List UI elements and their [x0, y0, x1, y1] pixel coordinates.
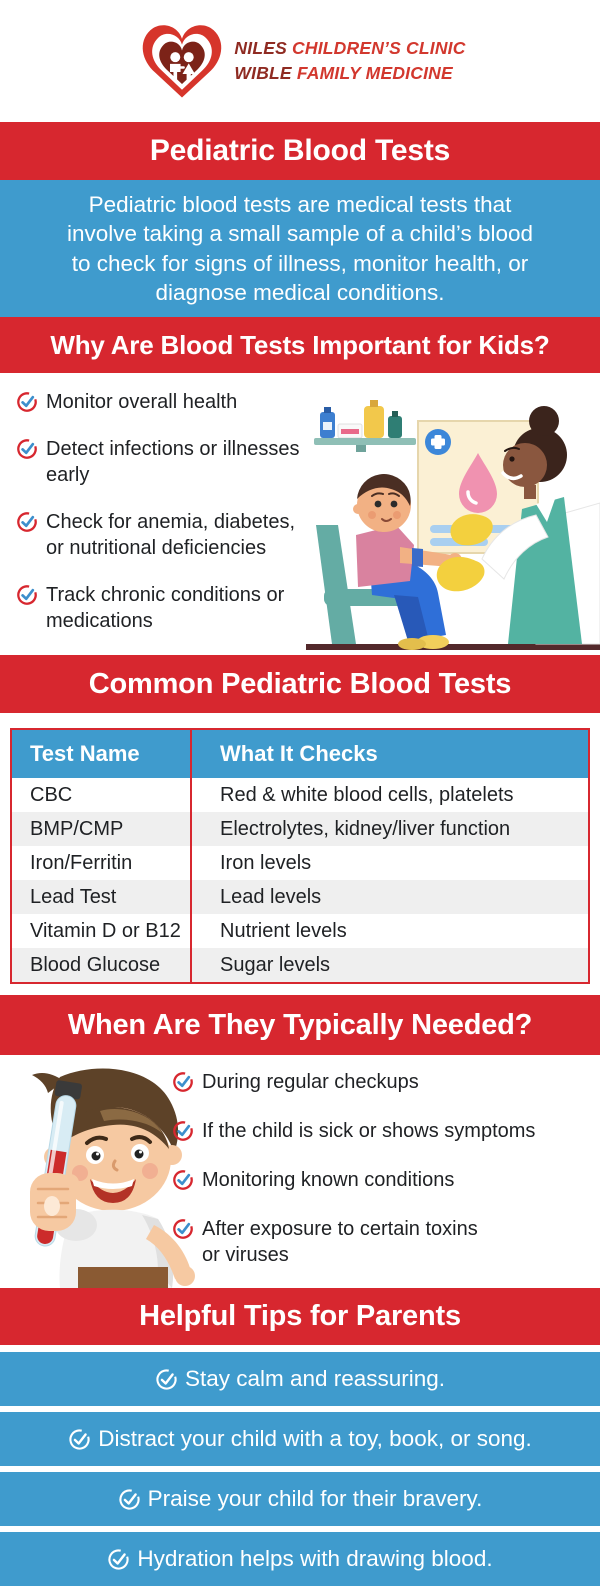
page-title: Pediatric Blood Tests — [149, 134, 451, 167]
logo-line-2: WIBLE FAMILY MEDICINE — [234, 61, 465, 86]
what-it-checks-cell: Nutrient levels — [220, 920, 347, 942]
check-circle-icon — [107, 1548, 130, 1571]
family-silhouette — [170, 52, 196, 80]
table-row: Blood Glucose Sugar levels — [12, 948, 588, 982]
check-circle-icon — [16, 438, 38, 460]
check-circle-icon — [155, 1368, 178, 1391]
tips-section-banner: Helpful Tips for Parents — [0, 1288, 600, 1345]
tests-table-section: Test Name What It Checks CBC Red & white… — [0, 713, 600, 995]
column-header-what-it-checks: What It Checks — [220, 741, 378, 766]
check-circle-icon — [16, 584, 38, 606]
check-circle-icon — [172, 1071, 194, 1093]
list-item: Detect infections or illnesses early — [16, 436, 600, 488]
list-item-label: Track chronic conditions or medications — [46, 584, 285, 632]
what-it-checks-cell: Sugar levels — [220, 954, 331, 976]
boy-fist — [30, 1173, 79, 1231]
tip-bar: Hydration helps with drawing blood. — [0, 1532, 600, 1586]
check-circle-icon — [172, 1120, 194, 1142]
list-item: Monitor overall health — [16, 389, 600, 415]
heart-family-icon — [143, 25, 222, 98]
when-section-title: When Are They Typically Needed? — [67, 1008, 533, 1041]
table-row: CBC Red & white blood cells, platelets — [12, 778, 588, 812]
what-it-checks-cell: Electrolytes, kidney/liver function — [220, 818, 511, 840]
floor-line — [306, 644, 600, 650]
boy-with-test-tube-illustration — [30, 1068, 195, 1288]
list-item: If the child is sick or shows symptoms — [172, 1118, 535, 1144]
test-name-cell: Vitamin D or B12 — [12, 914, 192, 948]
check-circle-icon — [172, 1169, 194, 1191]
list-item-label: After exposure to certain toxins or viru… — [202, 1218, 478, 1266]
check-circle-icon — [172, 1218, 194, 1240]
what-it-checks-cell: Iron levels — [220, 852, 312, 874]
test-name-cell: Iron/Ferritin — [12, 846, 192, 880]
list-item-label: During regular checkups — [202, 1071, 419, 1093]
check-circle-icon — [68, 1428, 91, 1451]
clinic-logo-text: NILES CHILDREN’S CLINIC WIBLE FAMILY MED… — [234, 36, 465, 86]
why-section-title: Why Are Blood Tests Important for Kids? — [50, 329, 550, 360]
when-section-banner: When Are They Typically Needed? — [0, 995, 600, 1055]
check-circle-icon — [118, 1488, 141, 1511]
what-it-checks-cell: Red & white blood cells, platelets — [220, 784, 514, 806]
list-item-label: Monitor overall health — [46, 391, 238, 413]
why-section: Monitor overall health Detect infections… — [0, 373, 600, 655]
tip-label: Hydration helps with drawing blood. — [137, 1546, 493, 1571]
list-item: Track chronic conditions or medications — [16, 582, 600, 634]
list-item-label: Detect infections or illnesses early — [46, 438, 300, 486]
check-circle-icon — [16, 511, 38, 533]
list-item: Monitoring known conditions — [172, 1167, 535, 1193]
logo-line-1: NILES CHILDREN’S CLINIC — [234, 36, 465, 61]
test-name-cell: Blood Glucose — [12, 948, 192, 982]
clinic-name-primary: NILES — [234, 38, 287, 58]
list-item: After exposure to certain toxins or viru… — [172, 1216, 535, 1268]
table-section-banner: Common Pediatric Blood Tests — [0, 655, 600, 713]
tips-section-title: Helpful Tips for Parents — [139, 1300, 461, 1332]
what-it-checks-cell: Lead levels — [220, 886, 322, 908]
practice-name-secondary: FAMILY MEDICINE — [296, 63, 453, 83]
clinic-logo-header: NILES CHILDREN’S CLINIC WIBLE FAMILY MED… — [0, 0, 600, 122]
nurse-drawing-blood-illustration — [306, 400, 600, 650]
list-item: During regular checkups — [172, 1069, 535, 1095]
tip-bar: Stay calm and reassuring. — [0, 1352, 600, 1406]
tips-section: Stay calm and reassuring. Distract your … — [0, 1345, 600, 1586]
medicine-shelf — [314, 400, 416, 452]
clinic-name-secondary: CHILDREN’S CLINIC — [292, 38, 466, 58]
list-item-label: If the child is sick or shows symptoms — [202, 1120, 536, 1142]
test-name-cell: Lead Test — [12, 880, 192, 914]
intro-text: Pediatric blood tests are medical tests … — [66, 192, 534, 305]
tests-table: Test Name What It Checks CBC Red & white… — [10, 728, 590, 984]
main-title-banner: Pediatric Blood Tests — [0, 122, 600, 180]
tip-label: Distract your child with a toy, book, or… — [98, 1426, 532, 1451]
table-section-title: Common Pediatric Blood Tests — [88, 667, 512, 700]
when-section: During regular checkups If the child is … — [0, 1055, 600, 1288]
table-row: Vitamin D or B12 Nutrient levels — [12, 914, 588, 948]
list-item-label: Check for anemia, diabetes, or nutrition… — [46, 511, 296, 559]
tip-bar: Distract your child with a toy, book, or… — [0, 1412, 600, 1466]
table-row: Iron/Ferritin Iron levels — [12, 846, 588, 880]
why-checklist: Monitor overall health Detect infections… — [0, 373, 600, 634]
list-item: Check for anemia, diabetes, or nutrition… — [16, 509, 600, 561]
blood-drop-graphic — [459, 453, 497, 513]
when-checklist: During regular checkups If the child is … — [172, 1069, 535, 1268]
check-circle-icon — [16, 391, 38, 413]
tip-label: Praise your child for their bravery. — [147, 1486, 483, 1511]
tip-label: Stay calm and reassuring. — [184, 1366, 446, 1391]
table-row: Lead Test Lead levels — [12, 880, 588, 914]
boy-figure — [32, 1068, 195, 1288]
test-name-cell: BMP/CMP — [12, 812, 192, 846]
table-header-row: Test Name What It Checks — [12, 730, 588, 778]
child-patient-figure — [353, 474, 462, 650]
intro-section: Pediatric blood tests are medical tests … — [0, 180, 600, 317]
practice-name-primary: WIBLE — [234, 63, 292, 83]
why-section-banner: Why Are Blood Tests Important for Kids? — [0, 317, 600, 373]
nurse-figure — [436, 406, 600, 645]
table-row: BMP/CMP Electrolytes, kidney/liver funct… — [12, 812, 588, 846]
column-header-test-name: Test Name — [12, 730, 192, 778]
tip-bar: Praise your child for their bravery. — [0, 1472, 600, 1526]
test-name-cell: CBC — [12, 778, 192, 812]
list-item-label: Monitoring known conditions — [202, 1169, 455, 1191]
